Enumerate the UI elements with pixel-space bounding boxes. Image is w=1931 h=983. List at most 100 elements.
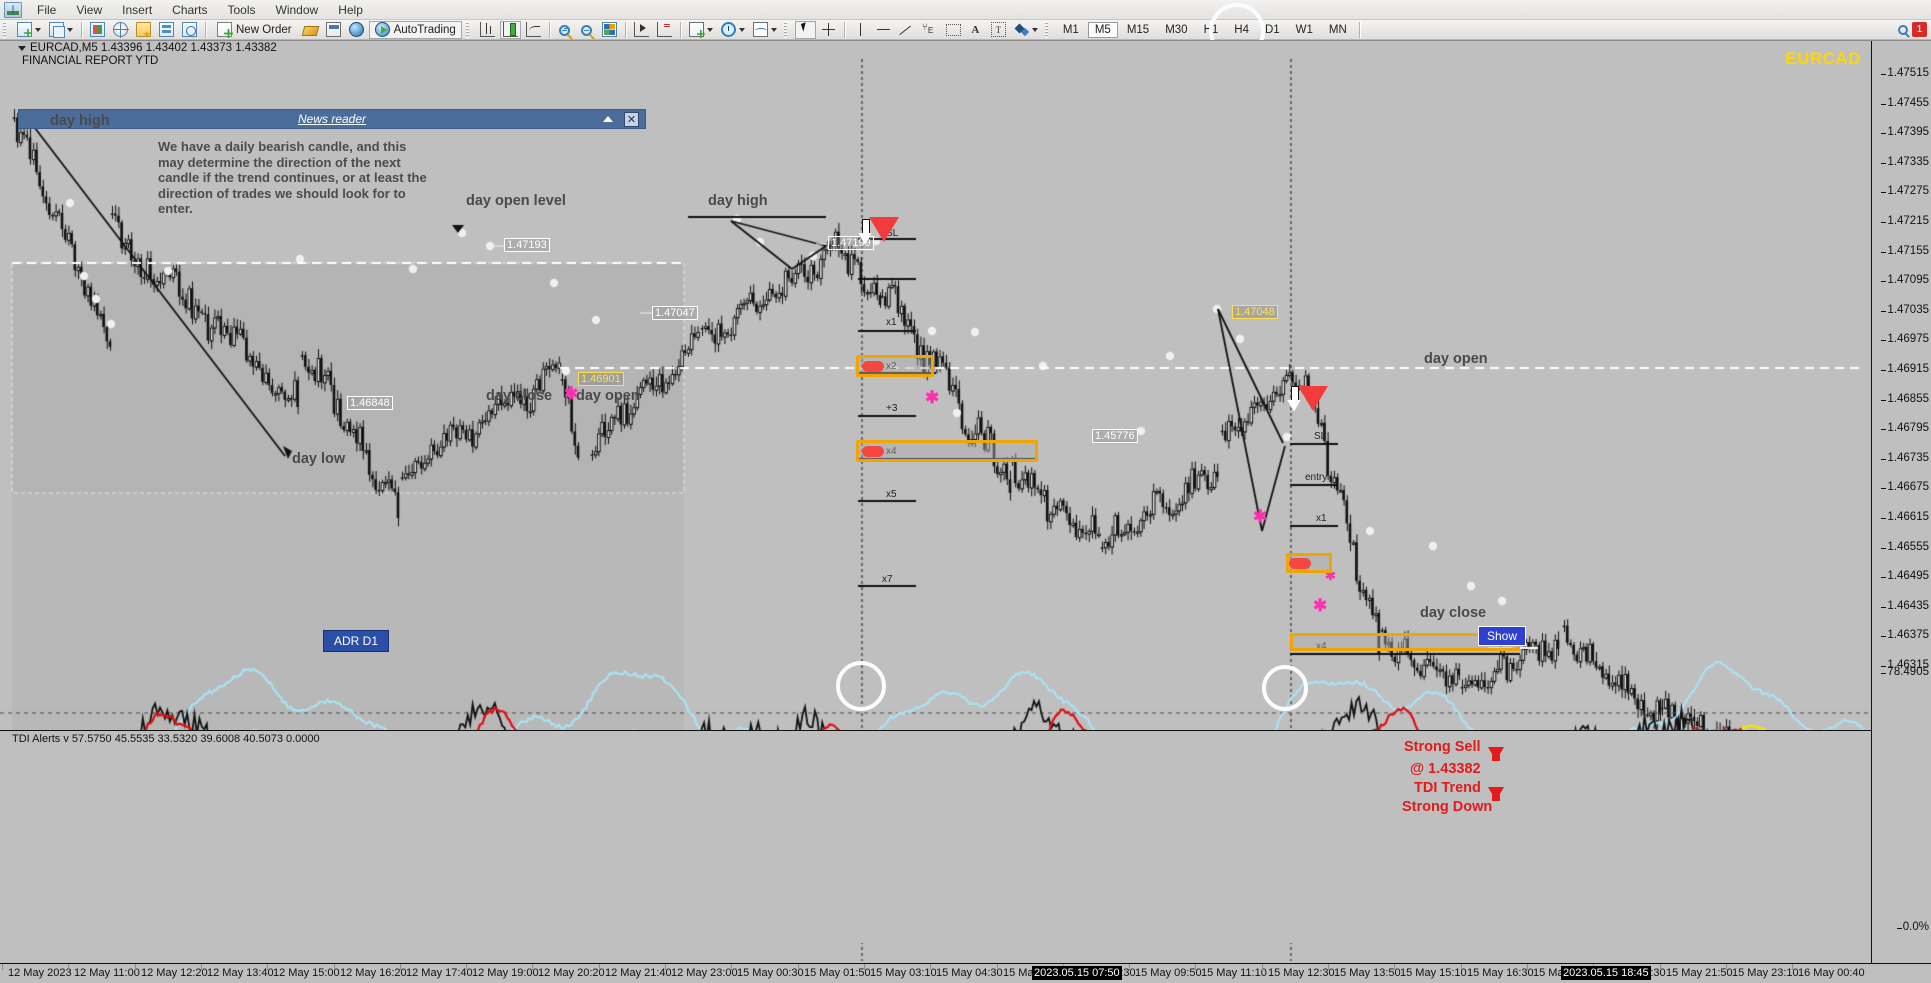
time-label-7: 12 May 19:00 (472, 967, 539, 979)
timeframe-m15[interactable]: M15 (1126, 23, 1150, 36)
news-reader-panel[interactable]: News reader ✕ (18, 109, 646, 129)
bar-chart-button[interactable] (477, 21, 498, 39)
time-tick (1262, 964, 1263, 970)
data-window-button[interactable] (110, 21, 131, 39)
new-order-button[interactable]: New Order (211, 21, 298, 39)
trendline-button[interactable] (896, 21, 917, 39)
toolbar-grip[interactable] (3, 21, 10, 38)
menu-item-file[interactable]: File (37, 2, 57, 17)
chart-shift-button[interactable] (654, 21, 675, 39)
timeframe-m1[interactable]: M1 (1062, 23, 1079, 36)
horizontal-line-icon (876, 22, 891, 37)
timeframe-w1[interactable]: W1 (1295, 23, 1313, 36)
annotation-day-low-left: day low (292, 451, 346, 467)
close-icon[interactable]: ✕ (624, 112, 639, 127)
show-badge[interactable]: Show (1478, 626, 1527, 646)
main-toolbar: New Order AutoTrading ⑂E A T M1 M5 M15 M… (0, 20, 1931, 40)
timeframe-d1[interactable]: D1 (1264, 23, 1280, 36)
autotrading-button[interactable]: AutoTrading (368, 20, 462, 39)
menu-item-insert[interactable]: Insert (122, 2, 153, 17)
navigator-button[interactable] (133, 21, 154, 40)
menu-item-help[interactable]: Help (338, 2, 363, 17)
chevron-down-icon[interactable] (1031, 27, 1038, 32)
level-label-x7: x7 (882, 574, 893, 585)
toolbar-separator (1358, 21, 1360, 38)
shapes-button[interactable] (1011, 21, 1041, 39)
order-dot-right-1[interactable] (1289, 558, 1311, 569)
price-tick-1-46675: 1.46675 (1881, 481, 1929, 494)
text-label-button[interactable]: T (988, 21, 1009, 39)
time-tick (466, 964, 467, 970)
order-box-x4[interactable] (856, 440, 1038, 462)
new-order-icon (217, 22, 232, 37)
tdi-indicator-title: TDI Alerts v 57.5750 45.5535 33.5320 39.… (12, 733, 320, 745)
market-watch-icon (90, 22, 105, 37)
zoom-in-button[interactable] (555, 21, 575, 39)
metaeditor-button[interactable] (300, 21, 321, 39)
time-label-1: 12 May 11:00 (74, 967, 140, 979)
search-icon[interactable] (1898, 24, 1908, 35)
timeframe-mn[interactable]: MN (1328, 23, 1347, 36)
chevron-down-icon[interactable] (35, 27, 41, 32)
clock-icon (720, 22, 736, 37)
timeframe-m5[interactable]: M5 (1087, 21, 1118, 38)
line-chart-button[interactable] (523, 21, 544, 39)
chevron-down-icon[interactable] (67, 27, 73, 32)
mql5-community-button[interactable] (323, 21, 344, 39)
text-button[interactable]: A (965, 21, 986, 39)
toolbar-grip[interactable] (1044, 21, 1052, 38)
toolbar-grip[interactable] (783, 21, 791, 38)
vertical-line-button[interactable] (850, 21, 871, 39)
time-label-26: 15 May 23:10 (1732, 967, 1799, 979)
cursor-button[interactable] (794, 20, 816, 39)
order-dot-x4[interactable] (862, 446, 884, 457)
price-scale[interactable]: 1.47515 1.47455 1.47395 1.47335 1.47275 1.472… (1871, 41, 1931, 964)
time-label-19: 15 May 12:30 (1268, 967, 1335, 979)
mql5-signals-button[interactable] (346, 21, 367, 39)
profiles-button[interactable] (46, 21, 76, 39)
crosshair-button[interactable] (818, 21, 839, 39)
fibonacci-button[interactable]: ⑂E (919, 21, 940, 39)
periods-button[interactable] (718, 21, 748, 39)
zoom-out-icon (581, 24, 593, 36)
time-tick (1660, 964, 1661, 970)
indicators-button[interactable] (686, 21, 716, 39)
price-tick-1-46855: 1.46855 (1881, 392, 1929, 405)
new-chart-button[interactable] (14, 21, 44, 39)
templates-button[interactable] (750, 21, 780, 39)
market-watch-button[interactable] (87, 21, 108, 39)
horizontal-line-button[interactable] (873, 21, 894, 39)
chevron-down-icon[interactable] (738, 27, 745, 32)
zoom-out-button[interactable] (577, 21, 597, 39)
menu-item-view[interactable]: View (76, 2, 103, 17)
channel-button[interactable] (942, 21, 963, 39)
chevron-down-icon[interactable] (770, 27, 777, 32)
terminal-button[interactable] (156, 21, 177, 39)
crosshair-time-label-2: 2023.05.15 18:45 (1561, 966, 1651, 980)
text-label-icon: T (990, 22, 1006, 37)
order-dot-x2[interactable] (862, 361, 884, 372)
template-icon (752, 22, 768, 37)
menu-item-window[interactable]: Window (275, 2, 319, 17)
menu-item-charts[interactable]: Charts (172, 2, 208, 17)
timeframe-m30[interactable]: M30 (1165, 23, 1188, 36)
notification-badge[interactable]: 1 (1912, 22, 1927, 37)
alert-tdi-trend-line1: TDI Trend (1414, 780, 1481, 796)
time-scale[interactable]: 12 May 2023 12 May 11:00 12 May 12:20 12 Ma… (0, 963, 1931, 983)
collapse-icon[interactable] (603, 116, 613, 122)
menu-item-tools[interactable]: Tools (227, 2, 256, 17)
adr-badge[interactable]: ADR D1 (323, 630, 390, 652)
candlestick-chart-button[interactable] (499, 20, 521, 39)
chevron-down-icon[interactable] (706, 27, 713, 32)
time-label-5: 12 May 16:20 (340, 967, 407, 979)
toolbar-grip[interactable] (465, 21, 473, 38)
time-label-3: 12 May 13:40 (207, 967, 274, 979)
time-label-2: 12 May 12:20 (141, 967, 208, 979)
price-tick-1-47155: 1.47155 (1881, 244, 1929, 257)
price-tag-1-46901: 1.46901 (578, 372, 624, 386)
news-reader-label[interactable]: News reader (297, 112, 367, 126)
grid-button[interactable] (599, 21, 620, 39)
toolbar-separator (679, 21, 681, 38)
strategy-tester-button[interactable] (179, 21, 200, 39)
auto-scroll-button[interactable] (631, 21, 652, 39)
